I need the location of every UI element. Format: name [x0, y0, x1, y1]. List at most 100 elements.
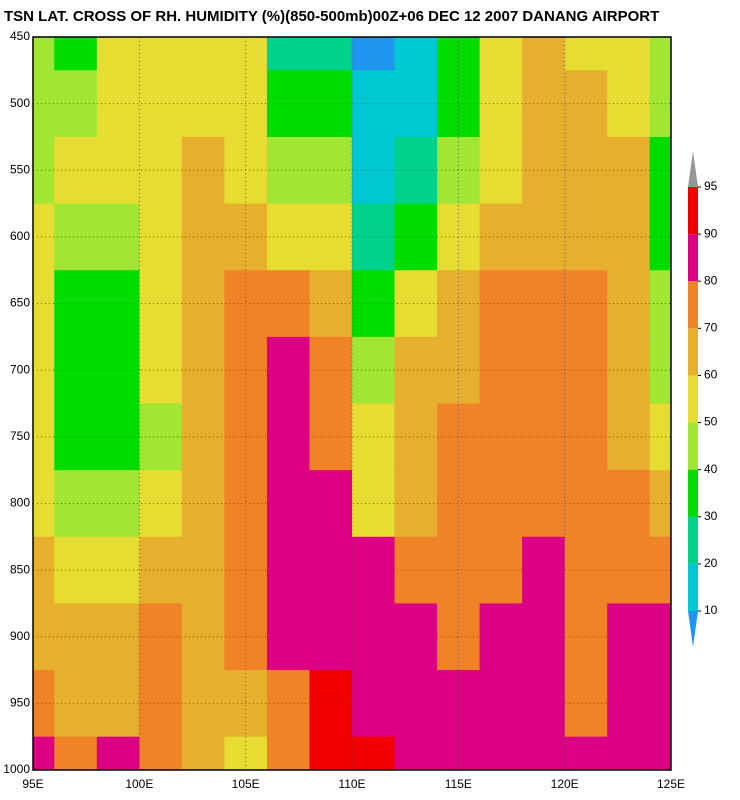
rh-cell	[649, 536, 671, 604]
rh-cell	[181, 736, 225, 770]
rh-cell	[437, 336, 481, 404]
rh-cell	[522, 736, 566, 770]
rh-cell	[564, 603, 608, 671]
rh-cell	[96, 136, 140, 205]
rh-cell	[522, 37, 566, 71]
rh-cell	[33, 603, 55, 671]
x-tick-label: 115E	[445, 777, 472, 791]
y-tick-label: 500	[10, 96, 30, 110]
rh-cell	[181, 203, 225, 271]
rh-cell	[309, 736, 353, 770]
rh-cell	[394, 403, 438, 471]
colorbar-segment	[688, 422, 698, 470]
y-tick-label: 550	[10, 162, 30, 176]
colorbar-label: 95	[704, 179, 718, 193]
rh-cell	[181, 536, 225, 604]
rh-cell	[394, 603, 438, 671]
rh-cell	[139, 736, 183, 770]
rh-cell	[649, 403, 671, 471]
rh-cell	[564, 670, 608, 738]
rh-cell	[649, 670, 671, 738]
rh-cell	[139, 136, 183, 205]
x-tick-label: 95E	[22, 777, 43, 791]
rh-cell	[96, 603, 140, 671]
rh-cell	[54, 603, 98, 671]
rh-cell	[181, 470, 225, 538]
rh-cell	[607, 403, 651, 471]
rh-cell	[607, 70, 651, 138]
rh-cell	[54, 736, 98, 770]
rh-cell	[649, 336, 671, 404]
colorbar: 10 20 30 40 50 60 70 80 90 95	[688, 151, 718, 647]
y-tick-label: 700	[10, 362, 30, 376]
rh-cell	[437, 603, 481, 671]
rh-cell	[394, 736, 438, 770]
rh-cell	[564, 136, 608, 205]
rh-cell	[96, 536, 140, 604]
rh-cell	[394, 536, 438, 604]
rh-cell	[54, 70, 98, 138]
rh-cell	[607, 270, 651, 338]
rh-cell	[437, 136, 481, 205]
rh-cell	[479, 37, 523, 71]
colorbar-segment	[688, 187, 698, 235]
y-tick-label: 1000	[3, 762, 30, 776]
rh-cell	[522, 403, 566, 471]
y-tick-label: 600	[10, 229, 30, 243]
x-tick-label: 105E	[232, 777, 260, 791]
rh-cell	[139, 70, 183, 138]
colorbar-label: 40	[704, 462, 718, 476]
rh-cell	[564, 403, 608, 471]
rh-cell	[96, 470, 140, 538]
rh-cell	[649, 70, 671, 138]
rh-cell	[33, 470, 55, 538]
rh-cell	[33, 403, 55, 471]
rh-cell	[33, 70, 55, 138]
rh-cell	[522, 603, 566, 671]
rh-cell	[139, 37, 183, 71]
rh-cell	[522, 136, 566, 205]
axes: 95E 100E 105E 110E 115E 120E 125E 450 500 550 600 6…	[3, 29, 685, 791]
rh-cell	[33, 336, 55, 404]
rh-cell	[266, 336, 310, 404]
contour-field	[33, 37, 671, 770]
rh-cell	[139, 203, 183, 271]
rh-cell	[649, 603, 671, 671]
rh-cell	[54, 336, 98, 404]
rh-cell	[564, 37, 608, 71]
y-tick-label: 800	[10, 496, 30, 510]
rh-cell	[96, 203, 140, 271]
y-tick-label: 650	[10, 296, 30, 310]
rh-cell	[607, 336, 651, 404]
colorbar-segment	[688, 234, 698, 282]
rh-cell	[54, 670, 98, 738]
rh-cell	[607, 470, 651, 538]
rh-cell	[266, 70, 310, 138]
rh-cell	[266, 403, 310, 471]
colorbar-label: 60	[704, 368, 718, 382]
rh-cell	[607, 37, 651, 71]
x-tick-label: 125E	[657, 777, 685, 791]
rh-cell	[564, 536, 608, 604]
rh-cell	[96, 403, 140, 471]
rh-cell	[139, 470, 183, 538]
colorbar-segment	[688, 375, 698, 423]
colorbar-label: 10	[704, 603, 718, 617]
rh-cell	[564, 470, 608, 538]
rh-cell	[181, 670, 225, 738]
rh-cell	[54, 470, 98, 538]
rh-cell	[139, 603, 183, 671]
rh-cell	[394, 37, 438, 71]
colorbar-label: 30	[704, 509, 718, 523]
rh-cell	[309, 670, 353, 738]
rh-cell	[394, 336, 438, 404]
rh-cell	[522, 70, 566, 138]
rh-cell	[139, 536, 183, 604]
rh-cell	[649, 470, 671, 538]
rh-cell	[607, 670, 651, 738]
colorbar-segment	[688, 469, 698, 517]
rh-cell	[96, 37, 140, 71]
rh-cell	[522, 670, 566, 738]
rh-cell	[266, 670, 310, 738]
